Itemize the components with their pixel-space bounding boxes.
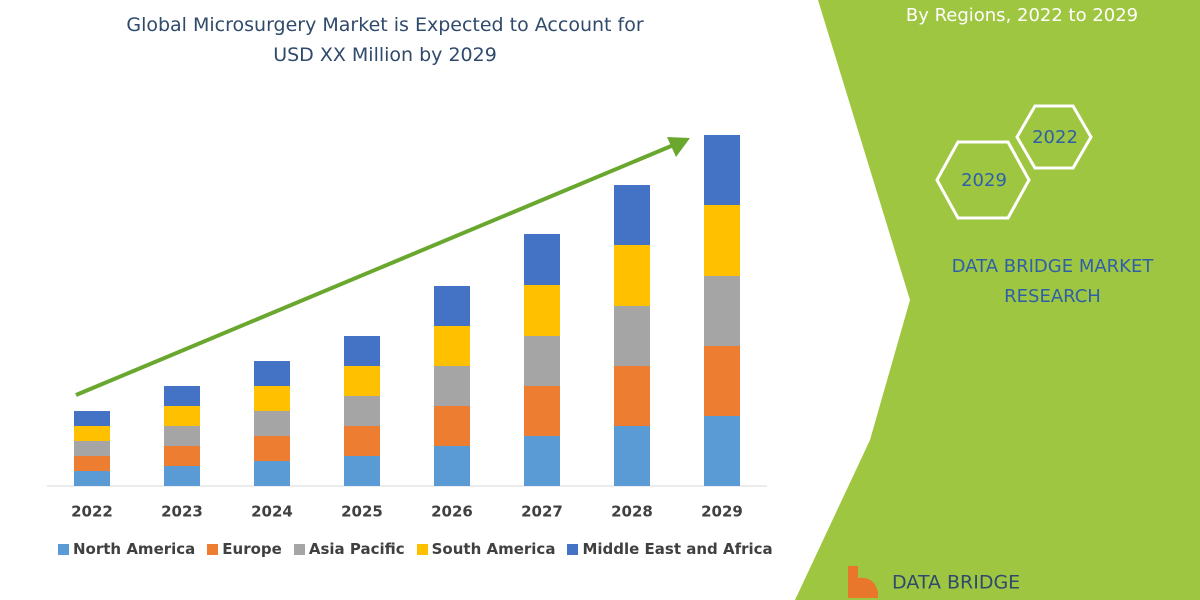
logo-icon <box>848 566 878 598</box>
bar-segment <box>164 406 200 426</box>
bar-segment <box>524 285 560 336</box>
bar-segment <box>254 361 290 386</box>
chart-title: Global Microsurgery Market is Expected t… <box>126 14 644 66</box>
legend-swatch <box>293 543 305 555</box>
bar-segment <box>434 326 470 366</box>
bar-segment <box>254 386 290 411</box>
logo-text: DATA BRIDGE <box>892 572 1020 594</box>
legend-label: South America <box>431 540 556 558</box>
bar-segment <box>704 205 740 276</box>
bar-segment <box>164 386 200 406</box>
bar-segment <box>524 436 560 486</box>
bar-segment <box>614 366 650 426</box>
subtitle: By Regions, 2022 to 2029 <box>906 5 1138 26</box>
bar-segment <box>164 446 200 466</box>
x-tick-label: 2024 <box>251 503 293 521</box>
badge: 2029 <box>961 170 1007 191</box>
bar-segment <box>704 135 740 205</box>
bar-segment <box>74 441 110 456</box>
side-panel <box>795 0 1200 600</box>
legend-label: Middle East and Africa <box>582 540 773 558</box>
legend-item: North America <box>58 540 195 558</box>
legend-swatch <box>416 543 428 555</box>
bar-segment <box>164 466 200 486</box>
bar-segment <box>704 416 740 486</box>
bar-segment <box>254 411 290 436</box>
bar-segment <box>164 426 200 446</box>
bar-segment <box>524 336 560 386</box>
hexagon <box>935 140 1031 220</box>
legend-swatch <box>207 543 219 555</box>
bar-segment <box>704 276 740 346</box>
trend-arrow <box>75 142 677 397</box>
legend-swatch <box>58 543 69 555</box>
bar-segment <box>254 436 290 461</box>
bar-segment <box>524 234 560 285</box>
legend-swatch <box>567 543 579 555</box>
arrow-head <box>667 137 690 157</box>
bar-segment <box>74 456 110 471</box>
legend: North America Europe Asia Pacific South Ame… <box>58 540 773 558</box>
legend-item: Middle East and Africa <box>567 540 773 558</box>
x-tick-label: 2023 <box>161 503 203 521</box>
bar-segment <box>74 471 110 486</box>
bar-segment <box>344 456 380 486</box>
bar-segment <box>344 366 380 396</box>
bar-segment <box>74 411 110 426</box>
bar-segment <box>614 245 650 306</box>
bar-segment <box>434 446 470 486</box>
bar-segment <box>344 426 380 456</box>
bar-segment <box>344 336 380 366</box>
legend-label: Asia Pacific <box>308 540 405 558</box>
hexagon <box>1015 104 1093 170</box>
bar-segment <box>614 306 650 366</box>
brand: DATA BRIDGE MARKET RESEARCH <box>951 256 1154 307</box>
x-tick-label: 2025 <box>341 503 383 521</box>
legend-item: Europe <box>207 540 282 558</box>
x-tick-label: 2027 <box>521 503 563 521</box>
legend-label: North America <box>73 540 196 558</box>
legend-label: Europe <box>222 540 282 558</box>
badge: 2022 <box>1032 127 1078 148</box>
bar-segment <box>434 286 470 326</box>
x-tick-label: 2022 <box>71 503 113 521</box>
bar-segment <box>254 461 290 486</box>
bar-segment <box>434 366 470 406</box>
bar-segment <box>74 426 110 441</box>
bar-segment <box>704 346 740 416</box>
x-tick-label: 2026 <box>431 503 473 521</box>
legend-item: South America <box>416 540 556 558</box>
bar-segment <box>614 426 650 486</box>
bar-segment <box>614 185 650 245</box>
bar-segment <box>524 386 560 436</box>
bar-segment <box>434 406 470 446</box>
bar-segment <box>344 396 380 426</box>
x-tick-label: 2029 <box>701 503 743 521</box>
legend-item: Asia Pacific <box>293 540 405 558</box>
x-tick-label: 2028 <box>611 503 653 521</box>
